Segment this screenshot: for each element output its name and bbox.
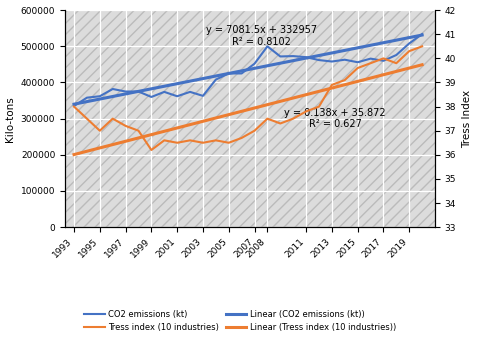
Text: y = 7081.5x + 332957
R² = 0.8102: y = 7081.5x + 332957 R² = 0.8102 <box>206 25 316 47</box>
Y-axis label: Tress Index: Tress Index <box>462 89 472 148</box>
Y-axis label: Kilo-tons: Kilo-tons <box>5 96 15 141</box>
Legend: CO2 emissions (kt), Tress index (10 industries), Linear (CO2 emissions (kt)), Li: CO2 emissions (kt), Tress index (10 indu… <box>82 308 398 335</box>
Text: y = 0.138x + 35.872
R² = 0.627: y = 0.138x + 35.872 R² = 0.627 <box>284 108 386 129</box>
